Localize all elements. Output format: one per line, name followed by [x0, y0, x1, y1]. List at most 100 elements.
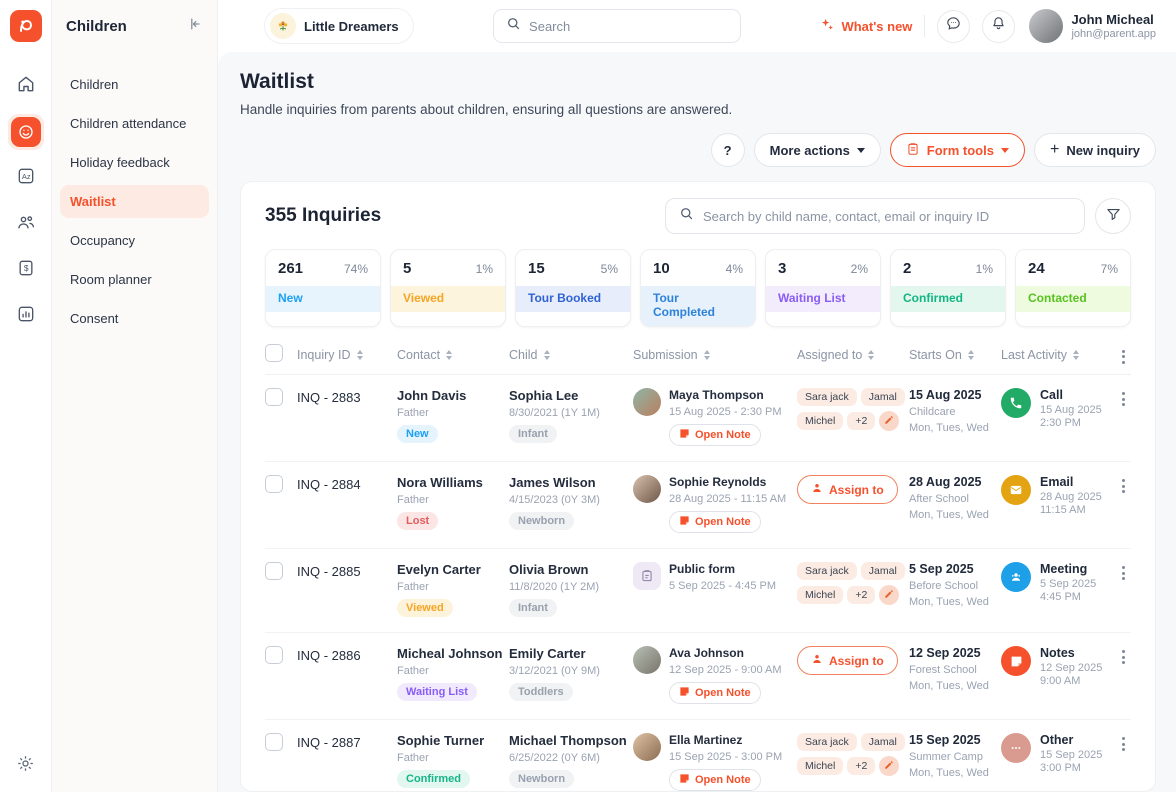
global-search-input[interactable]	[529, 18, 729, 34]
row-menu-icon[interactable]	[1113, 646, 1133, 664]
open-note-button[interactable]: Open Note	[669, 424, 761, 446]
status-card-viewed[interactable]: 5 1% Viewed	[390, 249, 506, 327]
status-card-new[interactable]: 261 74% New	[265, 249, 381, 327]
assignee-chip[interactable]: Michel	[797, 412, 844, 430]
column-header-contact[interactable]: Contact	[397, 348, 509, 362]
assignee-chip[interactable]: Jamal	[860, 733, 905, 751]
status-card-confirmed[interactable]: 2 1% Confirmed	[890, 249, 1006, 327]
sidebar-title: Children	[66, 17, 127, 35]
status-card-tour-booked[interactable]: 15 5% Tour Booked	[515, 249, 631, 327]
sidebar-item-holiday-feedback[interactable]: Holiday feedback	[70, 155, 170, 170]
help-button[interactable]: ?	[710, 133, 745, 167]
messages-button[interactable]	[937, 9, 971, 43]
rail-item-feedback[interactable]: Az	[8, 160, 44, 196]
status-card-tour-completed[interactable]: 10 4% Tour Completed	[640, 249, 756, 327]
status-card-waiting-list[interactable]: 3 2% Waiting List	[765, 249, 881, 327]
rail-settings[interactable]	[0, 754, 51, 778]
table-row[interactable]: INQ - 2884 Nora Williams Father Lost Jam…	[265, 462, 1131, 549]
open-note-button[interactable]: Open Note	[669, 682, 761, 704]
assignee-chip[interactable]: Sara jack	[797, 388, 857, 406]
assignee-chip[interactable]: +2	[847, 757, 876, 775]
rail-item-children[interactable]	[7, 114, 44, 150]
start-date: 28 Aug 2025	[909, 475, 982, 489]
rail-item-people[interactable]	[8, 206, 44, 242]
activity-time: 3:00 PM	[1040, 762, 1081, 774]
age-group-badge: Newborn	[509, 512, 575, 530]
table-search[interactable]	[665, 198, 1085, 234]
table-row[interactable]: INQ - 2886 Micheal Johnson Father Waitin…	[265, 633, 1131, 720]
edit-assignees-button[interactable]	[879, 585, 900, 605]
table-row[interactable]: INQ - 2885 Evelyn Carter Father Viewed O…	[265, 549, 1131, 633]
open-note-button[interactable]: Open Note	[669, 769, 761, 791]
assign-person-icon	[811, 653, 823, 668]
global-search[interactable]	[493, 9, 742, 43]
row-menu-icon[interactable]	[1113, 562, 1133, 580]
starts-on-cell: 12 Sep 2025 Forest School Mon, Tues, Wed	[909, 646, 1001, 692]
assignee-chip[interactable]: Sara jack	[797, 562, 857, 580]
select-all-checkbox[interactable]	[265, 344, 283, 362]
more-actions-button[interactable]: More actions	[753, 133, 881, 167]
status-label: Viewed	[391, 286, 505, 312]
contact-relation: Father	[397, 752, 429, 764]
submission-cell: Public form 5 Sep 2025 - 4:45 PM	[633, 562, 797, 592]
table-row[interactable]: INQ - 2887 Sophie Turner Father Confirme…	[265, 720, 1133, 791]
home-icon	[16, 74, 36, 99]
row-checkbox[interactable]	[265, 475, 283, 493]
days: Mon, Tues, Wed	[909, 767, 989, 779]
assign-person-icon	[811, 482, 823, 497]
row-menu-icon[interactable]	[1113, 346, 1133, 364]
new-inquiry-button[interactable]: + New inquiry	[1033, 133, 1156, 167]
assignee-chip[interactable]: Michel	[797, 757, 844, 775]
starts-on-cell: 15 Sep 2025 Summer Camp Mon, Tues, Wed	[909, 733, 1001, 779]
column-header-inquiry-id[interactable]: Inquiry ID	[297, 348, 397, 362]
row-checkbox[interactable]	[265, 562, 283, 580]
org-switcher[interactable]: Little Dreamers	[264, 8, 414, 44]
assignee-chip[interactable]: Jamal	[860, 562, 905, 580]
assignee-chip[interactable]: +2	[847, 586, 876, 604]
child-name: Michael Thompson	[509, 733, 627, 748]
rail-item-home[interactable]	[8, 68, 44, 104]
chevron-down-icon	[856, 148, 865, 153]
assignee-chip[interactable]: +2	[847, 412, 876, 430]
sidebar-item-children-attendance[interactable]: Children attendance	[70, 116, 187, 131]
status-value: 5	[403, 260, 412, 277]
assignee-chip[interactable]: Jamal	[860, 388, 905, 406]
assignee-chip[interactable]: Sara jack	[797, 733, 857, 751]
app-logo[interactable]	[9, 10, 42, 42]
collapse-sidebar-icon[interactable]	[187, 16, 203, 37]
form-tools-button[interactable]: Form tools	[889, 133, 1025, 167]
user-menu[interactable]: John Micheal john@parent.app	[1029, 9, 1156, 43]
sidebar-item-children[interactable]: Children	[70, 77, 119, 92]
edit-assignees-button[interactable]	[879, 756, 900, 776]
edit-assignees-button[interactable]	[879, 411, 900, 431]
sidebar-item-room-planner[interactable]: Room planner	[70, 272, 152, 287]
sidebar-item-consent[interactable]: Consent	[70, 311, 119, 326]
column-header-child[interactable]: Child	[509, 348, 633, 362]
rail-item-reports[interactable]	[8, 298, 44, 334]
column-header-submission[interactable]: Submission	[633, 348, 797, 362]
assign-to-button[interactable]: Assign to	[797, 646, 898, 675]
open-note-button[interactable]: Open Note	[669, 511, 761, 533]
column-header-starts-on[interactable]: Starts On	[909, 348, 1001, 362]
sidebar-item-occupancy[interactable]: Occupancy	[70, 233, 136, 248]
row-menu-icon[interactable]	[1113, 388, 1133, 406]
row-checkbox[interactable]	[265, 733, 283, 751]
row-checkbox[interactable]	[265, 388, 283, 406]
column-header-last-activity[interactable]: Last Activity	[1001, 348, 1113, 362]
status-card-contacted[interactable]: 24 7% Contacted	[1015, 249, 1131, 327]
sidebar-item-waitlist[interactable]: Waitlist	[60, 185, 209, 218]
row-checkbox[interactable]	[265, 646, 283, 664]
table-search-input[interactable]	[703, 208, 1071, 224]
rail-item-billing[interactable]: $	[8, 252, 44, 288]
row-menu-icon[interactable]	[1113, 475, 1133, 493]
whats-new-link[interactable]: What's new	[820, 17, 912, 35]
table-row[interactable]: INQ - 2883 John Davis Father New Sophia …	[265, 375, 1131, 462]
assign-to-button[interactable]: Assign to	[797, 475, 898, 504]
column-header-assigned-to[interactable]: Assigned to	[797, 348, 909, 362]
row-menu-icon[interactable]	[1113, 733, 1133, 751]
filter-button[interactable]	[1095, 198, 1131, 234]
program: After School	[909, 493, 969, 505]
assignee-chip[interactable]: Michel	[797, 586, 844, 604]
notifications-button[interactable]	[982, 9, 1016, 43]
chat-icon	[945, 15, 962, 37]
